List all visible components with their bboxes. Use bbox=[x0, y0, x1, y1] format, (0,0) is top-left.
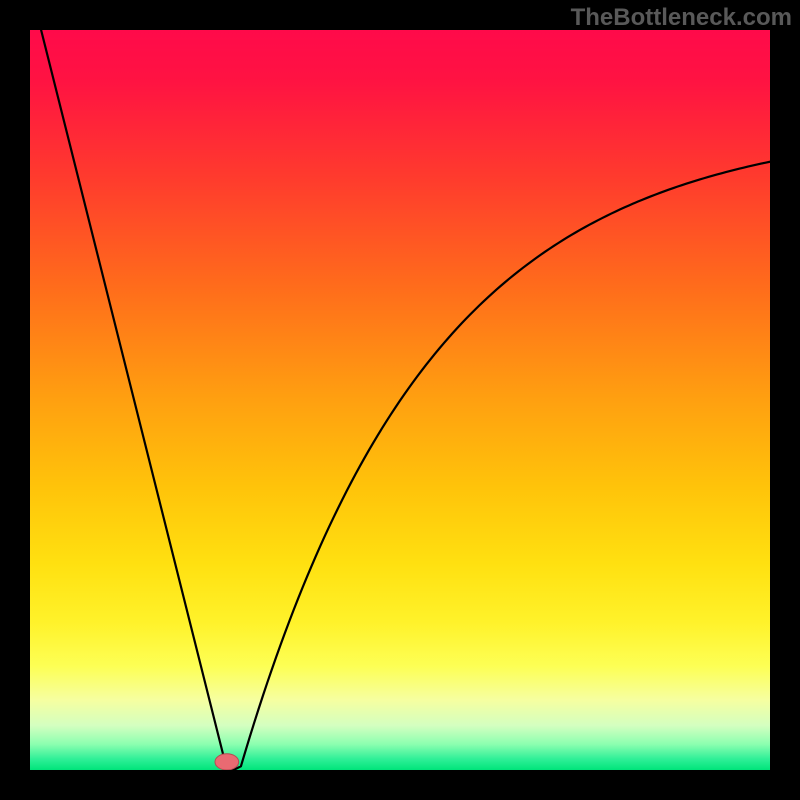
chart-container: TheBottleneck.com bbox=[0, 0, 800, 800]
watermark-text: TheBottleneck.com bbox=[571, 4, 792, 32]
plot-area bbox=[30, 30, 770, 770]
chart-svg bbox=[30, 30, 770, 770]
optimum-marker bbox=[215, 754, 239, 770]
